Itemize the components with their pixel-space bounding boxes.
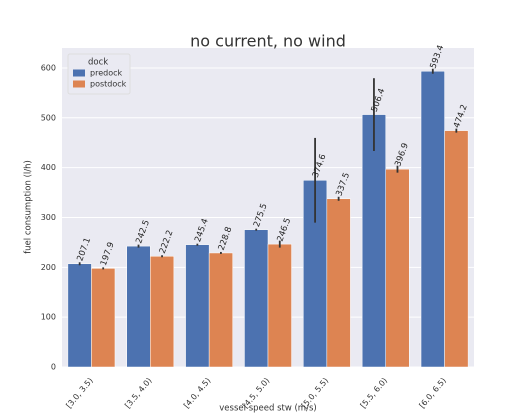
bar [361, 114, 386, 368]
bar [150, 255, 175, 368]
bar [420, 70, 445, 368]
y-tick-label: 600 [41, 63, 56, 72]
bar [244, 229, 269, 368]
legend-label: predock [90, 69, 122, 78]
legend-swatch [73, 69, 85, 77]
y-tick-label: 300 [41, 213, 56, 222]
x-tick-label: [4.0, 4.5) [182, 376, 213, 410]
legend-title: dock [88, 58, 108, 68]
bar [91, 268, 116, 368]
bar [267, 243, 292, 368]
x-tick-label: [5.5, 6.0) [359, 376, 390, 410]
legend-swatch [73, 80, 85, 88]
chart-title: no current, no wind [190, 32, 346, 51]
y-tick-label: 200 [41, 263, 56, 272]
bar [67, 263, 92, 368]
bar [208, 252, 233, 368]
x-axis-label: vessel speed stw (m/s) [219, 404, 316, 414]
y-tick-label: 400 [41, 163, 56, 172]
x-tick-label: [3.0, 3.5) [64, 376, 95, 410]
y-tick-label: 0 [51, 363, 56, 372]
y-axis-label: fuel consumption (l/h) [24, 160, 34, 254]
bar [326, 198, 351, 368]
bar [385, 168, 410, 368]
x-tick-label: [6.0, 6.5) [417, 376, 448, 410]
bar [444, 130, 469, 368]
legend-label: postdock [90, 80, 127, 89]
bar [185, 244, 210, 368]
x-tick-label: [3.5, 4.0) [123, 376, 154, 410]
y-tick-label: 100 [41, 313, 56, 322]
bar [126, 245, 151, 368]
y-tick-label: 500 [41, 113, 56, 122]
